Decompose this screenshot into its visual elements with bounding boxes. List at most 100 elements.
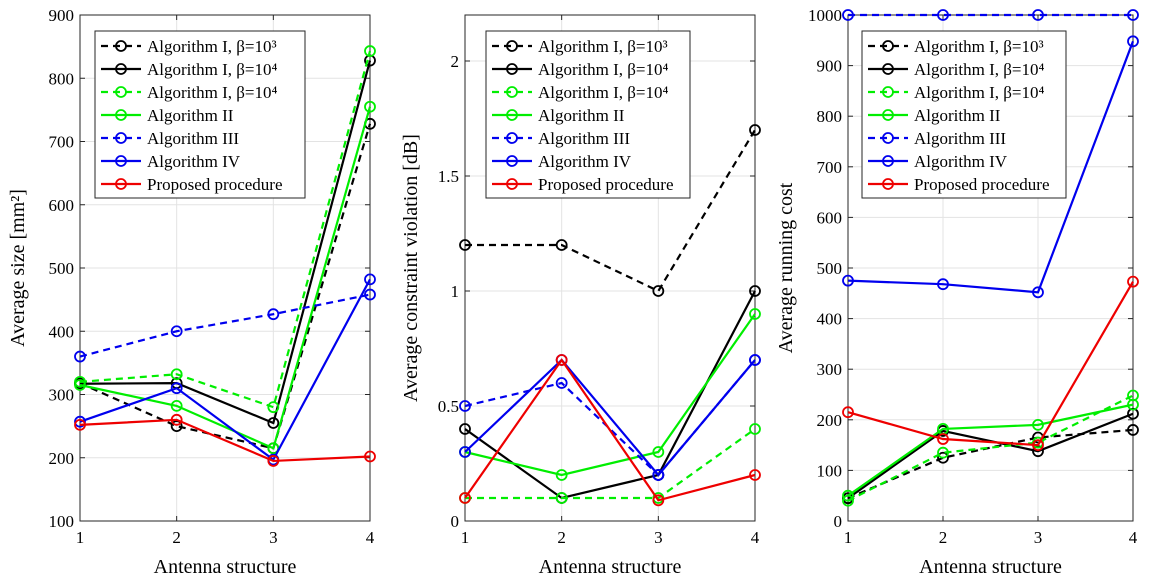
data-point <box>749 285 761 297</box>
data-point <box>1032 9 1044 21</box>
legend-label: Algorithm I, β=10⁴ <box>914 83 1044 102</box>
data-point <box>267 401 280 414</box>
data-point <box>937 446 949 459</box>
legend-swatch-marker <box>506 63 518 75</box>
x-axis-label: Antenna structure <box>154 556 297 578</box>
y-tick-label: 0 <box>834 512 843 531</box>
data-point <box>267 455 280 467</box>
legend-swatch-marker <box>115 63 127 75</box>
data-point <box>937 451 949 464</box>
legend-swatch-marker <box>506 86 518 98</box>
x-tick-label: 2 <box>557 528 566 547</box>
x-tick-label: 3 <box>269 528 278 547</box>
y-tick-label: 2 <box>451 52 460 71</box>
y-tick-label: 900 <box>49 6 75 25</box>
series-line <box>79 418 371 463</box>
x-tick-label: 1 <box>76 528 85 547</box>
data-point <box>74 415 86 428</box>
legend-label: Algorithm III <box>147 129 239 148</box>
data-point <box>555 377 568 389</box>
legend-label: Algorithm II <box>914 106 1001 125</box>
y-axis-label: Average constraint violation [dB] <box>400 134 422 402</box>
legend-swatch-marker <box>882 40 894 52</box>
data-point <box>170 368 183 381</box>
series-line <box>465 428 756 500</box>
legend-label: Algorithm IV <box>914 152 1008 171</box>
data-point <box>842 489 854 502</box>
data-point <box>555 469 568 481</box>
y-tick-label: 800 <box>49 69 75 88</box>
y-tick-label: 700 <box>49 133 75 152</box>
x-tick-label: 3 <box>1034 528 1043 547</box>
data-point <box>1127 398 1139 411</box>
data-point <box>459 492 471 504</box>
y-tick-label: 200 <box>817 411 843 430</box>
axes-box <box>464 14 756 522</box>
legend-swatch-marker <box>115 155 127 167</box>
y-tick-label: 600 <box>817 208 843 227</box>
data-point <box>74 379 86 391</box>
data-point <box>1127 35 1139 48</box>
data-point <box>937 278 949 291</box>
data-point <box>937 9 949 21</box>
data-point <box>1127 424 1139 436</box>
series-line <box>79 106 372 450</box>
series-line <box>464 290 756 500</box>
legend: Algorithm I, β=10³ Algorithm I, β=10⁴ Algo… <box>94 30 306 199</box>
legend: Algorithm I, β=10³ Algorithm I, β=10⁴ Algo… <box>485 30 691 199</box>
legend-label: Algorithm I, β=10⁴ <box>538 60 668 79</box>
data-point <box>842 9 854 21</box>
x-axis-label: Antenna structure <box>539 556 682 578</box>
data-point <box>364 288 376 301</box>
legend-label: Algorithm IV <box>538 152 632 171</box>
data-point <box>749 124 761 136</box>
legend-swatch-marker <box>115 86 127 98</box>
series-line <box>79 60 372 425</box>
legend-swatch-marker <box>882 155 894 167</box>
legend-swatch-marker <box>506 109 518 121</box>
legend-label: Algorithm I, β=10⁴ <box>147 60 277 79</box>
data-point <box>652 494 665 507</box>
chart-panel-3: 1 2 3 4 0 100 200 300 400 500 600 700 800 900 1000 Ante… <box>775 6 1139 578</box>
data-point <box>364 100 376 113</box>
legend-label: Algorithm I, β=10³ <box>147 37 277 56</box>
y-tick-label: 700 <box>817 158 843 177</box>
data-point <box>1032 418 1044 431</box>
y-tick-label: 400 <box>49 322 75 341</box>
y-tick-label: 1.5 <box>438 167 459 186</box>
legend-label: Algorithm I, β=10³ <box>538 37 668 56</box>
data-point <box>937 433 949 445</box>
chart-panel-2: 1 2 3 4 0 0.5 1 1.5 2 Antenna structure Average co… <box>400 14 761 578</box>
x-tick-label: 2 <box>939 528 948 547</box>
y-tick-label: 200 <box>49 449 75 468</box>
series-line <box>464 313 756 477</box>
data-point <box>749 423 761 435</box>
legend-label: Algorithm II <box>538 106 625 125</box>
data-point <box>74 418 86 431</box>
series-line <box>465 129 756 293</box>
legend-swatch-marker <box>882 109 894 121</box>
data-point <box>170 382 183 395</box>
legend-label: Algorithm III <box>538 129 630 148</box>
data-point <box>555 492 568 504</box>
y-axis-label: Average running cost <box>775 182 797 353</box>
legend-swatch-marker <box>115 40 127 52</box>
y-tick-label: 300 <box>817 360 843 379</box>
data-point <box>74 350 86 363</box>
legend-label: Algorithm III <box>914 129 1006 148</box>
data-point <box>74 375 86 388</box>
data-point <box>652 285 665 297</box>
y-tick-label: 1000 <box>808 6 842 25</box>
y-tick-label: 0.5 <box>438 397 459 416</box>
y-tick-label: 500 <box>49 259 75 278</box>
series-line <box>464 358 756 477</box>
data-point <box>459 400 471 412</box>
data-point <box>170 413 183 426</box>
data-point <box>459 446 471 458</box>
x-tick-label: 3 <box>654 528 663 547</box>
y-tick-label: 100 <box>817 461 843 480</box>
chart-panel-1: 1 2 3 4 100 200 300 400 500 600 700 800 900 Antenna s… <box>7 6 376 578</box>
data-point <box>842 274 854 287</box>
legend-label: Proposed procedure <box>538 175 674 194</box>
